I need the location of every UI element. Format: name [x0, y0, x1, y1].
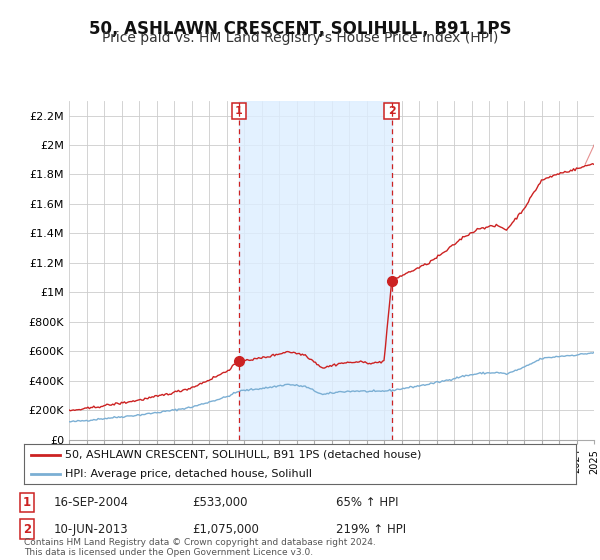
Text: £533,000: £533,000 — [192, 496, 248, 509]
Text: Contains HM Land Registry data © Crown copyright and database right 2024.
This d: Contains HM Land Registry data © Crown c… — [24, 538, 376, 557]
Text: 2: 2 — [23, 522, 31, 536]
Text: 10-JUN-2013: 10-JUN-2013 — [54, 522, 128, 536]
Text: 219% ↑ HPI: 219% ↑ HPI — [336, 522, 406, 536]
Text: 1: 1 — [235, 106, 243, 116]
Text: 1: 1 — [23, 496, 31, 509]
Text: Price paid vs. HM Land Registry's House Price Index (HPI): Price paid vs. HM Land Registry's House … — [102, 31, 498, 45]
Text: HPI: Average price, detached house, Solihull: HPI: Average price, detached house, Soli… — [65, 469, 313, 478]
Text: £1,075,000: £1,075,000 — [192, 522, 259, 536]
Text: 2: 2 — [388, 106, 395, 116]
Text: 65% ↑ HPI: 65% ↑ HPI — [336, 496, 398, 509]
Bar — [239, 101, 392, 440]
Text: 50, ASHLAWN CRESCENT, SOLIHULL, B91 1PS (detached house): 50, ASHLAWN CRESCENT, SOLIHULL, B91 1PS … — [65, 450, 422, 460]
Text: 16-SEP-2004: 16-SEP-2004 — [54, 496, 129, 509]
Text: 50, ASHLAWN CRESCENT, SOLIHULL, B91 1PS: 50, ASHLAWN CRESCENT, SOLIHULL, B91 1PS — [89, 20, 511, 38]
